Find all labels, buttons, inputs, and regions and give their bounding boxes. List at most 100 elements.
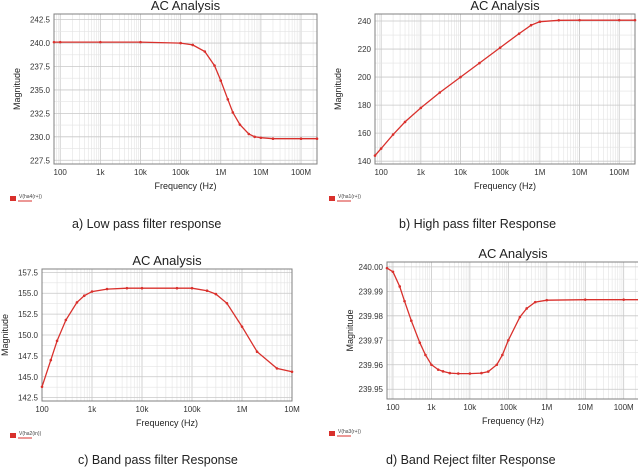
chart-panel-d: AC Analysis 100 1k 10k 100k 1M 10M 100M 239.95 23… <box>319 240 638 471</box>
chart-c-x-axis-label: Frequency (Hz) <box>136 418 198 428</box>
chart-c-data-point <box>64 318 68 322</box>
chart-a-x-tick-label: 10k <box>134 168 148 177</box>
chart-c-data-point <box>82 294 86 298</box>
chart-a-data-point <box>299 137 303 140</box>
chart-d-data-point <box>486 370 490 373</box>
chart-d-y-tick-label: 239.98 <box>359 312 384 321</box>
chart-d-data-point <box>403 299 406 303</box>
chart-d-y-tick-label: 239.97 <box>359 336 384 345</box>
chart-c-data-point <box>240 325 244 328</box>
chart-b-y-tick-label: 220 <box>358 45 372 54</box>
chart-panel-a: AC Analysis 100 1k 10k 100k 1M 10M 100M 227.5 230… <box>0 0 319 240</box>
caption-high-pass: b) High pass filter Response <box>399 217 557 231</box>
chart-c-y-tick-label: 157.5 <box>18 268 39 277</box>
chart-d-x-tick-label: 10M <box>577 403 593 412</box>
chart-b-data-point <box>578 18 581 22</box>
chart-d-y-axis-label: Magnitude <box>345 309 355 351</box>
chart-c-data-point <box>75 301 79 304</box>
chart-d-y-tick-label: 239.96 <box>359 361 384 370</box>
chart-a-x-axis-label: Frequency (Hz) <box>154 181 216 191</box>
chart-d-data-point <box>391 270 395 274</box>
chart-a-x-tick-label: 100 <box>54 168 68 177</box>
chart-panel-b: AC Analysis 100 1k 10k 100k 1M 10M 100M 140 160 18… <box>319 0 638 240</box>
chart-b-data-point <box>498 46 502 49</box>
chart-b-data-point <box>557 19 561 22</box>
chart-b-response-curve <box>374 19 635 157</box>
chart-high-pass: AC Analysis 100 1k 10k 100k 1M 10M 100M 140 160 18… <box>329 0 637 202</box>
chart-c-data-point <box>290 370 294 374</box>
chart-band-pass: AC Analysis 100 1k 10k 100k 1M 10M 142.5 145.0 14… <box>0 253 300 439</box>
chart-c-data-point <box>140 286 144 290</box>
chart-b-x-tick-label: 10M <box>572 168 588 177</box>
chart-a-y-tick-label: 232.5 <box>30 109 51 118</box>
chart-panel-c: AC Analysis 100 1k 10k 100k 1M 10M 142.5 145.0 14… <box>0 240 319 471</box>
caption-band-reject: d) Band Reject filter Response <box>386 453 556 467</box>
chart-c-data-point <box>214 292 218 296</box>
chart-a-data-point <box>271 137 275 140</box>
chart-b-data-point <box>373 154 377 157</box>
chart-a-data-point <box>226 98 230 101</box>
chart-band-reject: AC Analysis 100 1k 10k 100k 1M 10M 100M 239.95 23… <box>329 246 638 437</box>
chart-a-response-curve <box>54 41 317 140</box>
chart-a-y-tick-label: 230.0 <box>30 133 51 142</box>
chart-b-legend-swatch <box>329 196 335 201</box>
chart-a-y-axis-label: Magnitude <box>12 68 22 110</box>
chart-c-data-point <box>49 358 53 362</box>
chart-d-title: AC Analysis <box>478 246 548 261</box>
chart-d-data-point <box>398 285 402 288</box>
chart-c-data-point <box>55 339 59 343</box>
chart-a-x-tick-label: 1k <box>96 168 105 177</box>
chart-a-x-tick-label: 100M <box>291 168 311 177</box>
chart-b-y-axis-label: Magnitude <box>333 68 343 110</box>
chart-d-data-point <box>501 353 504 357</box>
chart-c-x-tick-label: 100k <box>183 405 201 414</box>
chart-d-plot-border <box>386 261 638 400</box>
chart-a-data-point <box>253 135 256 139</box>
chart-b-data-point <box>529 23 533 27</box>
chart-d-y-tick-label: 239.95 <box>359 385 384 394</box>
chart-d-data-point <box>448 371 452 375</box>
chart-a-y-tick-label: 235.0 <box>30 86 51 95</box>
chart-c-data-point <box>190 286 194 290</box>
chart-c-y-axis-label: Magnitude <box>0 314 10 356</box>
chart-d-x-tick-label: 100 <box>386 403 400 412</box>
chart-a-y-tick-label: 240.0 <box>30 39 51 48</box>
chart-a-plot-area <box>53 13 318 165</box>
chart-c-data-point <box>125 286 129 290</box>
chart-low-pass: AC Analysis 100 1k 10k 100k 1M 10M 100M 227.5 230… <box>10 0 319 202</box>
chart-c-x-tick-label: 1M <box>236 405 247 414</box>
chart-b-y-tick-label: 180 <box>358 101 372 110</box>
chart-a-data-point <box>219 79 223 82</box>
chart-c-data-point <box>40 385 44 389</box>
chart-b-data-point <box>538 20 542 24</box>
chart-d-y-tick-label: 239.99 <box>359 287 384 296</box>
chart-c-legend-label: V(ha2(in)) <box>19 431 42 437</box>
chart-b-data-point <box>459 75 462 79</box>
chart-b-y-tick-label: 240 <box>358 17 372 26</box>
chart-a-legend-label: V(ha4(r+)) <box>19 194 42 200</box>
chart-a-title: AC Analysis <box>151 0 221 13</box>
chart-a-data-point <box>231 111 235 114</box>
chart-c-data-point <box>255 350 259 354</box>
chart-a-data-point <box>213 64 216 67</box>
chart-b-y-tick-label: 140 <box>358 157 372 166</box>
chart-d-x-tick-label: 1k <box>427 403 436 412</box>
chart-c-data-point <box>275 367 279 370</box>
chart-d-legend-label: V(ha3(r+)) <box>338 429 361 435</box>
chart-c-data-point <box>90 290 94 293</box>
caption-band-pass: c) Band pass filter Response <box>78 453 238 467</box>
chart-a-data-point <box>259 136 263 140</box>
chart-b-y-tick-label: 160 <box>358 129 372 138</box>
chart-b-x-tick-label: 100 <box>374 168 388 177</box>
chart-c-data-point <box>205 289 209 293</box>
chart-d-data-point <box>430 363 433 367</box>
chart-a-data-point <box>139 40 142 44</box>
chart-a-y-tick-label: 227.5 <box>30 156 51 165</box>
chart-a-data-point <box>247 132 251 136</box>
chart-c-y-tick-label: 145.0 <box>18 373 39 382</box>
chart-d-x-axis-label: Frequency (Hz) <box>482 416 544 426</box>
chart-b-data-point <box>478 61 481 65</box>
chart-a-legend-swatch <box>10 196 16 201</box>
chart-a-x-tick-label: 1M <box>215 168 226 177</box>
chart-b-x-tick-label: 1M <box>534 168 545 177</box>
